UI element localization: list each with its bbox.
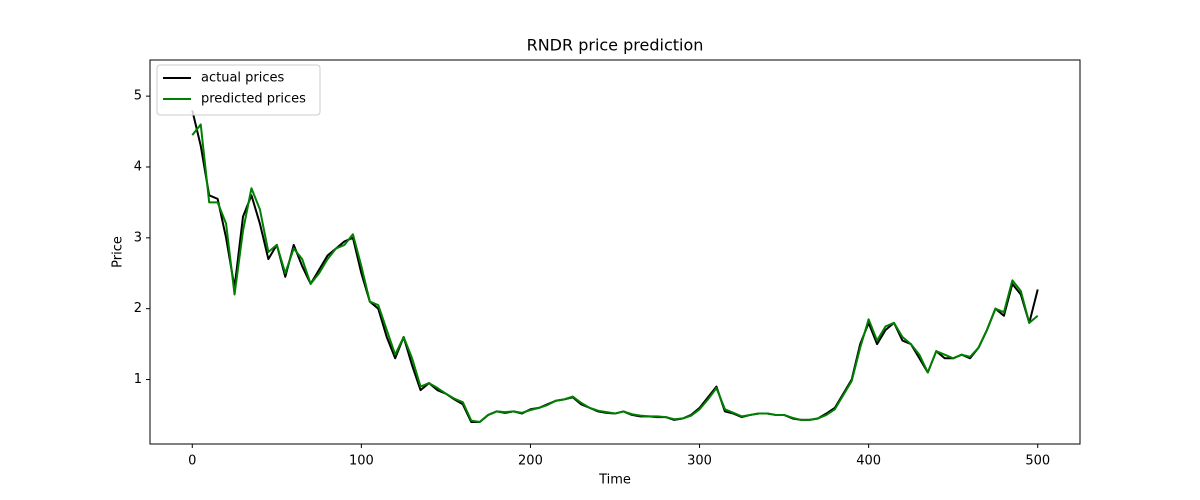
y-tick-label: 1 [134, 372, 142, 387]
series-line [191, 110, 1039, 424]
x-tick-label: 0 [188, 454, 196, 469]
x-tick-label: 200 [518, 454, 543, 469]
y-tick-label: 4 [134, 159, 142, 174]
y-tick-label: 3 [134, 230, 142, 245]
y-axis-label: Price [111, 236, 126, 268]
chart-title: RNDR price prediction [527, 36, 704, 55]
x-tick-label: 300 [687, 454, 712, 469]
y-tick-label: 2 [134, 301, 142, 316]
legend-label: actual prices [201, 71, 285, 86]
legend-label: predicted prices [201, 92, 306, 107]
series-line [191, 123, 1039, 424]
x-axis-label: Time [598, 473, 631, 488]
x-tick-label: 500 [1025, 454, 1050, 469]
x-tick-label: 400 [856, 454, 881, 469]
plot-frame [149, 59, 1081, 445]
legend-box [156, 64, 321, 116]
x-tick-label: 100 [349, 454, 374, 469]
y-tick-label: 5 [134, 89, 142, 104]
